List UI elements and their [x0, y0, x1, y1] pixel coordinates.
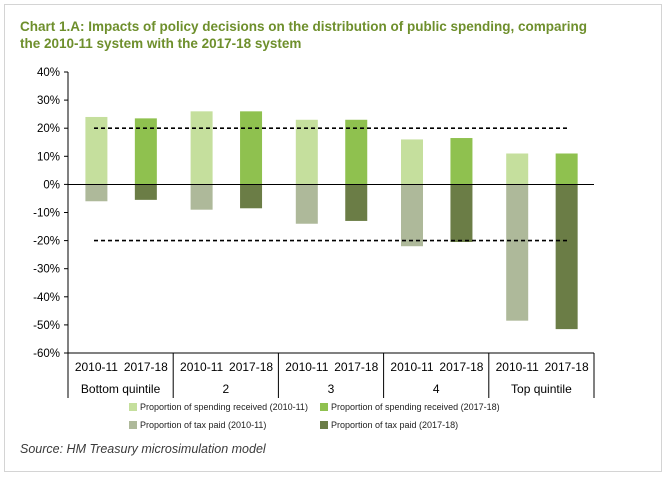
bar-spending-2010-11: [401, 139, 424, 185]
bar-chart: 40% 30% 20% 10% 0% -10% -20% -30% -40% -50% -60% 20…: [33, 67, 595, 430]
bar-tax-2017-18: [450, 184, 473, 243]
legend-swatch: [129, 403, 137, 411]
bar-spending-2017-18: [555, 153, 578, 185]
source-note: Source: HM Treasury microsimulation mode…: [20, 442, 266, 456]
category-sub-label: 2010-11: [496, 360, 539, 374]
bar-tax-2010-11: [401, 184, 424, 247]
chart-frame: [4, 4, 662, 472]
bar-spending-2017-18: [450, 138, 473, 185]
legend-swatch: [129, 421, 137, 429]
y-tick-label: -20%: [33, 236, 60, 248]
y-tick-label: 30%: [37, 95, 60, 107]
bar-spending-2010-11: [295, 119, 318, 185]
legend-label: Proportion of tax paid (2010-11): [140, 420, 266, 430]
y-tick-label: 10%: [37, 151, 60, 163]
bar-tax-2017-18: [134, 184, 157, 200]
chart-title: Chart 1.A: Impacts of policy decisions o…: [20, 18, 640, 52]
category-sub-label: 2010-11: [180, 360, 223, 374]
bar-tax-2010-11: [190, 184, 213, 210]
y-tick-label: -60%: [33, 348, 60, 360]
legend-swatch: [320, 421, 328, 429]
bar-tax-2017-18: [240, 184, 263, 209]
bar-spending-2010-11: [506, 153, 529, 185]
legend-swatch: [320, 403, 328, 411]
legend-label: Proportion of spending received (2010-11…: [140, 402, 308, 412]
y-tick-label: -50%: [33, 320, 60, 332]
bar-tax-2010-11: [85, 184, 108, 202]
category-sub-label: 2010-11: [390, 360, 433, 374]
y-tick-label: -10%: [33, 208, 60, 220]
category-sub-label: 2017-18: [334, 360, 378, 374]
category-group-label: 2: [222, 382, 229, 396]
bar-spending-2017-18: [134, 118, 157, 185]
chart-title-line-2: the 2010-11 system with the 2017-18 syst…: [20, 36, 302, 51]
category-sub-label: 2017-18: [439, 360, 483, 374]
bar-tax-2010-11: [295, 184, 318, 224]
category-group-label: Top quintile: [511, 382, 572, 396]
bar-spending-2017-18: [345, 119, 368, 185]
bar-tax-2017-18: [555, 184, 578, 330]
y-tick-label: 0%: [43, 179, 60, 191]
chart-title-line-1: Chart 1.A: Impacts of policy decisions o…: [20, 19, 588, 34]
bar-spending-2017-18: [240, 111, 263, 185]
y-tick-label: 20%: [37, 123, 60, 135]
category-sub-label: 2010-11: [75, 360, 118, 374]
category-sub-label: 2017-18: [545, 360, 589, 374]
y-tick-label: -40%: [33, 292, 60, 304]
category-group-label: Bottom quintile: [81, 382, 161, 396]
category-sub-label: 2017-18: [229, 360, 273, 374]
bar-spending-2010-11: [85, 116, 108, 185]
legend-label: Proportion of tax paid (2017-18): [331, 420, 458, 430]
category-sub-label: 2017-18: [124, 360, 168, 374]
category-group-label: 3: [328, 382, 335, 396]
legend-label: Proportion of spending received (2017-18…: [331, 402, 500, 412]
y-tick-label: -30%: [33, 264, 60, 276]
y-tick-label: 40%: [37, 67, 60, 79]
bar-tax-2017-18: [345, 184, 368, 221]
bar-tax-2010-11: [506, 184, 529, 321]
category-sub-label: 2010-11: [285, 360, 328, 374]
category-group-label: 4: [433, 382, 440, 396]
bar-spending-2010-11: [190, 111, 213, 185]
